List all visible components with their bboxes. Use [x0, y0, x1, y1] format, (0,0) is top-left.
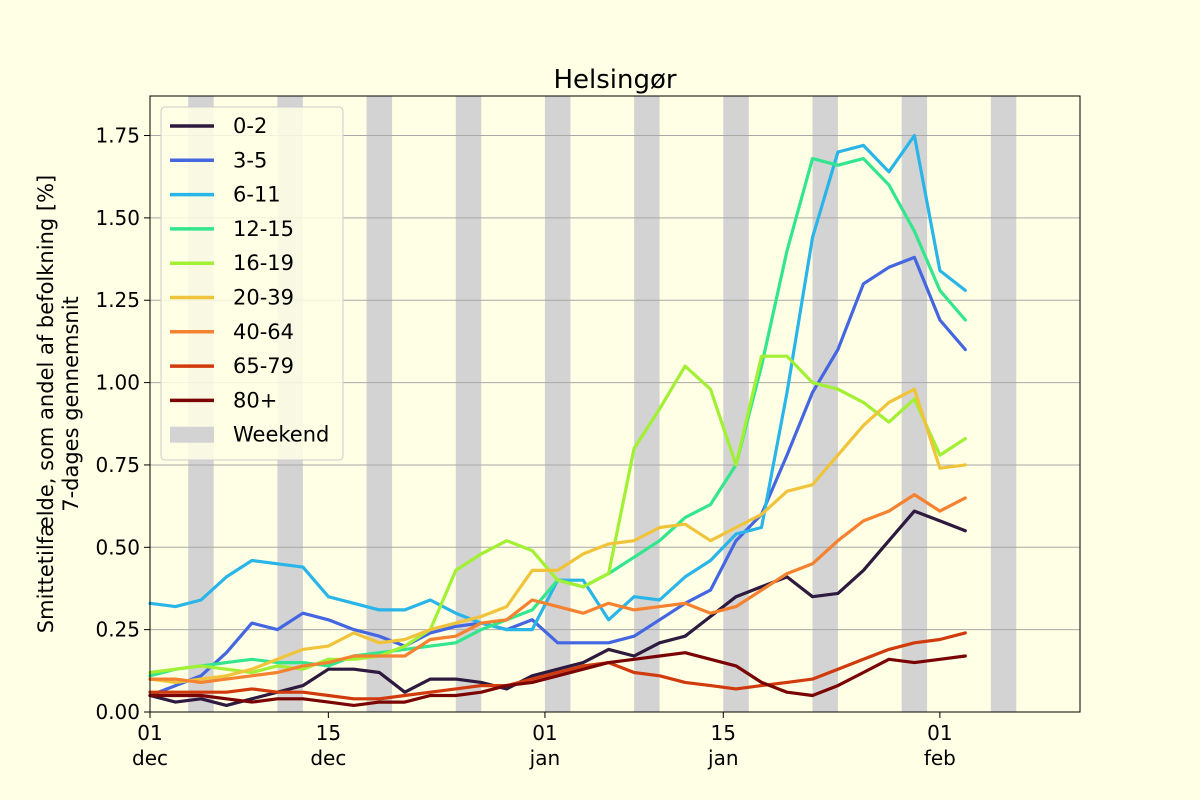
legend: 0-2 3-5 6-11 12-15 16-19 20-39 40-64 65-79 80+ We… — [160, 106, 344, 461]
legend-label-6-11: 6-11 — [233, 183, 281, 207]
x-tick-label-month: dec — [132, 746, 168, 770]
legend-label-weekend: Weekend — [233, 423, 329, 447]
series-line-80+ — [148, 651, 967, 708]
weekend-band-5 — [634, 96, 660, 712]
y-tick-label: 0.00 — [95, 700, 140, 724]
x-tick-label-month: feb — [924, 746, 956, 770]
series-line-0-2 — [148, 509, 967, 708]
series-line-3-5 — [148, 255, 967, 698]
x-tick-label-day: 01 — [927, 721, 952, 745]
y-axis-label-line2: 7-dages gennemsnit — [59, 296, 83, 512]
legend-label-3-5: 3-5 — [233, 148, 267, 172]
legend-label-16-19: 16-19 — [233, 251, 294, 275]
legend-label-80+: 80+ — [233, 388, 277, 412]
x-tick-label-month: jan — [529, 746, 561, 770]
legend-swatch-weekend — [170, 426, 214, 443]
x-tick-label-month: jan — [707, 746, 739, 770]
series-line-20-39 — [148, 387, 967, 685]
weekend-band-6 — [723, 96, 749, 712]
legend-label-12-15: 12-15 — [233, 217, 294, 241]
x-tick-label-day: 01 — [532, 721, 557, 745]
weekend-band-9 — [990, 96, 1017, 712]
series-line-40-64 — [148, 493, 967, 685]
x-tick-label-month: dec — [310, 746, 346, 770]
legend-label-0-2: 0-2 — [233, 114, 267, 138]
y-tick-label: 0.25 — [95, 618, 140, 642]
y-axis-label-line1: Smittetilfælde, som andel af befolkning … — [34, 175, 58, 633]
series-lines — [148, 133, 967, 708]
y-tick-label: 0.75 — [95, 453, 140, 477]
y-axis: 0.00 0.25 0.50 0.75 1.00 1.25 1.50 1.75 — [95, 124, 150, 724]
y-tick-label: 0.50 — [95, 535, 140, 559]
x-tick-label-day: 01 — [137, 721, 162, 745]
series-line-65-79 — [148, 631, 967, 701]
weekend-band-4 — [544, 96, 571, 712]
legend-label-40-64: 40-64 — [233, 320, 294, 344]
plot-frame — [149, 95, 1081, 713]
weekend-band-2 — [366, 96, 393, 712]
y-tick-label: 1.50 — [95, 206, 140, 230]
weekend-band-7 — [812, 96, 838, 712]
weekend-band-3 — [455, 96, 482, 712]
series-line-16-19 — [148, 354, 967, 675]
x-tick-label-day: 15 — [316, 721, 341, 745]
y-tick-label: 1.25 — [95, 288, 140, 312]
x-tick-label-day: 15 — [711, 721, 736, 745]
y-tick-label: 1.00 — [95, 371, 140, 395]
legend-label-65-79: 65-79 — [233, 354, 294, 378]
weekend-band-8 — [901, 96, 928, 712]
chart-title: Helsingør — [553, 65, 676, 95]
y-tick-label: 1.75 — [95, 124, 140, 148]
legend-label-20-39: 20-39 — [233, 286, 294, 310]
